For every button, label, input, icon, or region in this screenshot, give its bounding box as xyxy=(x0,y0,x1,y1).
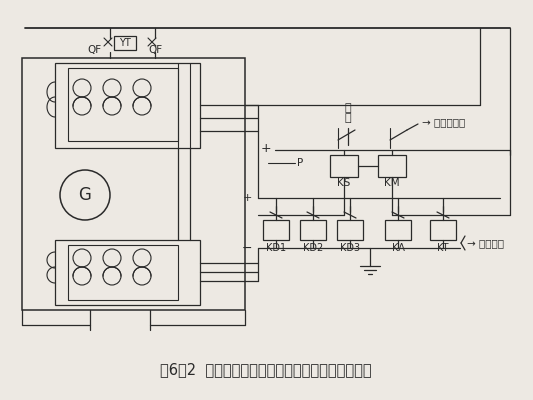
Bar xyxy=(330,155,358,177)
Text: → 跳闸磁开关: → 跳闸磁开关 xyxy=(422,117,465,127)
Bar xyxy=(263,220,289,240)
Bar xyxy=(378,155,406,177)
Bar xyxy=(430,220,456,240)
Text: −: − xyxy=(241,242,252,254)
Text: P: P xyxy=(297,158,303,168)
Bar xyxy=(337,220,363,240)
Text: 信: 信 xyxy=(345,103,351,113)
Text: → 断线信号: → 断线信号 xyxy=(467,238,504,248)
Text: KD1: KD1 xyxy=(266,243,286,253)
Text: KD2: KD2 xyxy=(303,243,323,253)
Bar xyxy=(55,63,200,148)
Text: KM: KM xyxy=(384,178,400,188)
Bar xyxy=(22,58,245,310)
Text: KT: KT xyxy=(437,243,449,253)
Text: QF: QF xyxy=(87,45,101,55)
Bar xyxy=(55,240,200,305)
Text: YT: YT xyxy=(119,38,131,48)
Bar xyxy=(68,68,178,141)
Text: +: + xyxy=(243,193,252,203)
Bar xyxy=(114,36,136,50)
Text: KD3: KD3 xyxy=(340,243,360,253)
Text: QF: QF xyxy=(148,45,162,55)
Bar xyxy=(68,245,178,300)
Text: 图6－2  具有断线监视的发电机纵差保护原理接线图: 图6－2 具有断线监视的发电机纵差保护原理接线图 xyxy=(160,362,372,378)
Text: KA: KA xyxy=(392,243,405,253)
Bar xyxy=(300,220,326,240)
Text: KS: KS xyxy=(337,178,351,188)
Text: +: + xyxy=(261,142,271,154)
Text: 号: 号 xyxy=(345,113,351,123)
Bar xyxy=(385,220,411,240)
Text: G: G xyxy=(78,186,92,204)
